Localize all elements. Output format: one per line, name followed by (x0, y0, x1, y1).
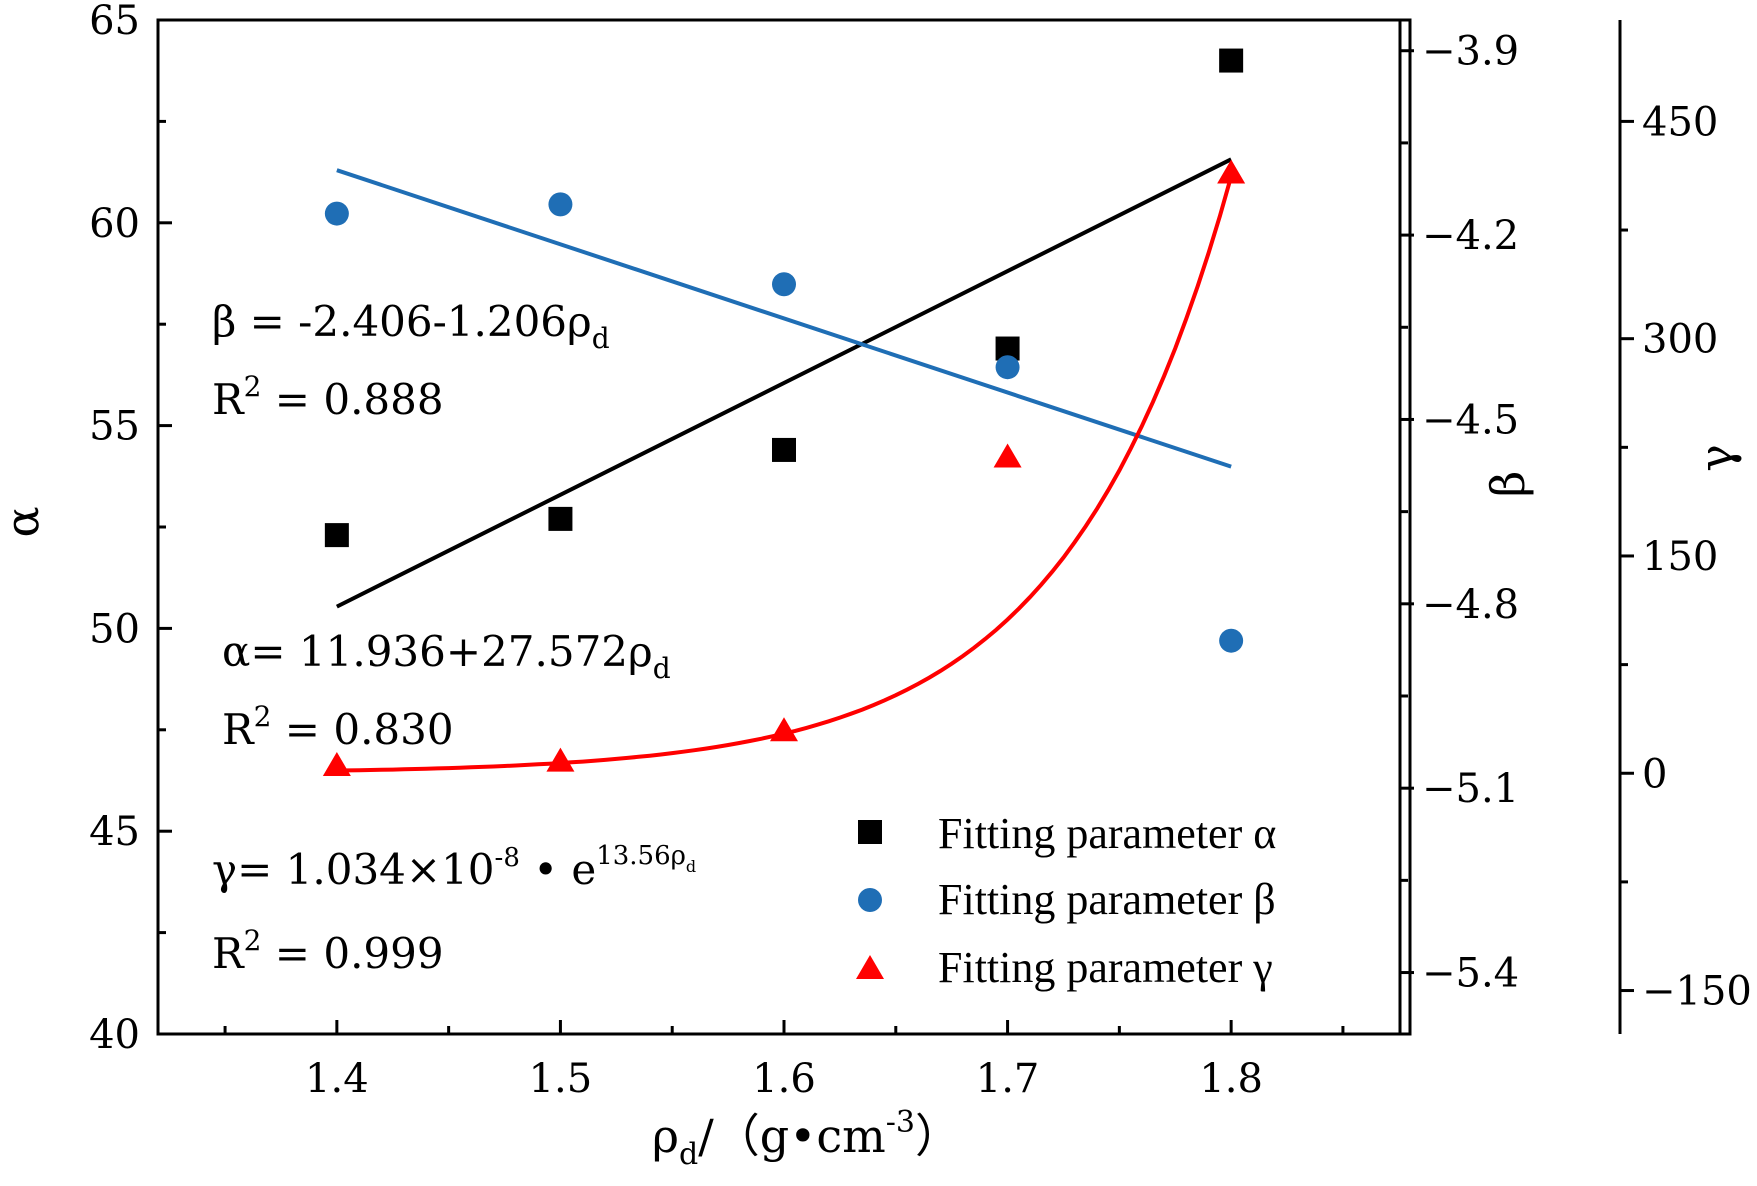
alpha-tick-label: 45 (89, 809, 140, 855)
beta-tick-label: −4.5 (1422, 397, 1519, 443)
beta-point (1219, 628, 1244, 653)
gamma-point (770, 717, 798, 742)
beta-tick-label: −3.9 (1422, 29, 1519, 75)
x-tick-label: 1.6 (752, 1056, 816, 1102)
alpha-tick-label: 65 (89, 0, 140, 44)
alpha-tick-label: 60 (89, 201, 140, 247)
x-tick-label: 1.8 (1199, 1056, 1263, 1102)
beta-r2: R2 = 0.888 (212, 370, 444, 424)
gamma-fit-curve (336, 176, 1234, 773)
beta-fit-line (336, 168, 1232, 469)
gamma-point (322, 752, 351, 777)
gamma-equation: γ= 1.034×10-8 • e13.56ρd (212, 841, 696, 894)
alpha-point (1219, 48, 1244, 73)
beta-tick-label: −4.8 (1422, 582, 1519, 628)
y-axis-alpha-title: α (0, 506, 49, 537)
x-tick-label: 1.5 (529, 1056, 593, 1102)
x-tick-label: 1.7 (976, 1056, 1040, 1102)
gamma-point (1217, 159, 1246, 184)
legend-square-icon (858, 820, 882, 844)
y-axis-beta-title: β (1481, 471, 1535, 498)
alpha-point (772, 437, 796, 462)
beta-point (772, 272, 796, 297)
beta-equation: β = -2.406-1.206ρd (212, 297, 610, 355)
beta-tick-label: −4.2 (1422, 213, 1519, 259)
alpha-r2: R2 = 0.830 (222, 700, 454, 754)
gamma-tick-label: −150 (1642, 969, 1752, 1015)
x-tick-label: 1.4 (305, 1056, 369, 1102)
gamma-point (546, 747, 575, 772)
gamma-r2: R2 = 0.999 (212, 924, 444, 978)
gamma-point (993, 443, 1022, 468)
gamma-tick-label: 0 (1642, 751, 1667, 797)
legend-circle-icon (858, 888, 882, 912)
alpha-tick-label: 55 (89, 404, 140, 450)
legend-beta-label: Fitting parameter β (938, 875, 1276, 924)
beta-tick-label: −5.4 (1422, 951, 1519, 997)
legend: Fitting parameter α Fitting parameter β … (856, 809, 1276, 992)
alpha-tick-label: 40 (89, 1012, 140, 1058)
beta-point (324, 201, 349, 226)
alpha-point (324, 523, 349, 548)
gamma-tick-label: 150 (1642, 534, 1718, 580)
y-axis-gamma-title: γ (1689, 444, 1743, 472)
legend-alpha-label: Fitting parameter α (938, 809, 1276, 858)
legend-gamma-label: Fitting parameter γ (938, 943, 1273, 992)
beta-tick-label: −5.1 (1422, 766, 1519, 812)
gamma-tick-label: 450 (1642, 99, 1718, 145)
beta-point (548, 192, 573, 217)
x-axis-title: ρd/（g•cm-3） (652, 1105, 961, 1172)
legend-triangle-icon (856, 955, 884, 979)
beta-point (995, 355, 1020, 380)
alpha-fit-line (335, 157, 1233, 609)
alpha-equation: α= 11.936+27.572ρd (222, 627, 671, 685)
alpha-tick-label: 50 (89, 606, 140, 652)
alpha-point (548, 506, 573, 531)
gamma-tick-label: 300 (1642, 317, 1718, 363)
